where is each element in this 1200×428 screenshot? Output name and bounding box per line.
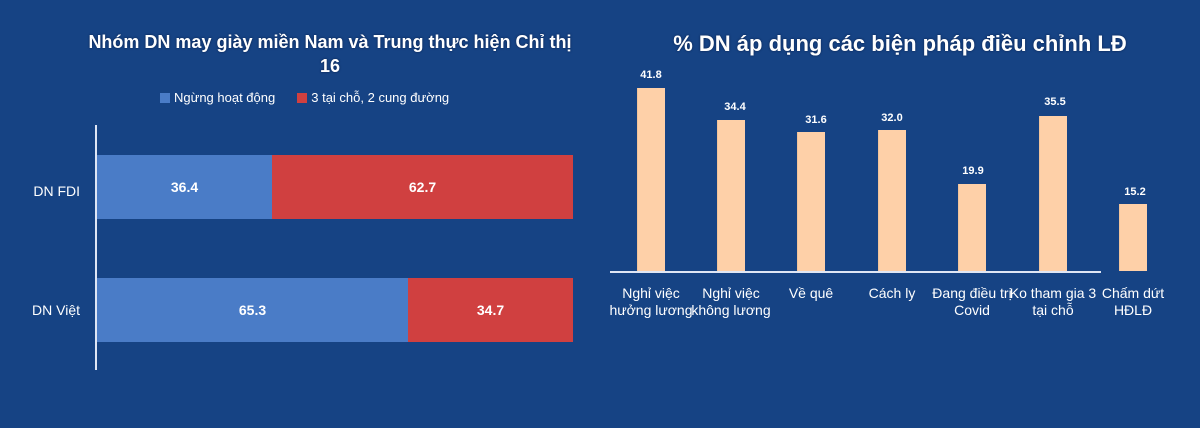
- legend-item-3-tai-cho: 3 tại chỗ, 2 cung đường: [297, 90, 449, 105]
- bar-ko-tham-gia-3-tai-cho: [1039, 116, 1067, 271]
- bar-value-label: 32.0: [881, 112, 903, 124]
- bar-cach-ly: [878, 130, 906, 271]
- bar-value-label: 35.5: [1044, 96, 1066, 108]
- bar-segment-ngung-hoat-dong: 36.4: [97, 155, 272, 219]
- right-chart-x-axis: [610, 271, 1101, 273]
- legend-swatch-blue: [160, 92, 170, 103]
- bar-row-dn-viet: 65.3 34.7: [97, 278, 573, 342]
- category-label: Đang điều trị Covid: [932, 285, 1012, 318]
- legend-label: Ngừng hoạt động: [174, 90, 276, 105]
- legend-item-ngung-hoat-dong: Ngừng hoạt động: [160, 90, 275, 105]
- bar-dang-dieu-tri-covid: [958, 184, 986, 271]
- bar-segment-3-tai-cho: 34.7: [408, 278, 573, 342]
- category-label: Nghỉ việc hưởng lương: [609, 285, 693, 318]
- bar-cham-dut-hdld: [1119, 204, 1147, 271]
- bar-segment-3-tai-cho: 62.7: [272, 155, 573, 219]
- bar-ve-que: [797, 132, 825, 271]
- left-chart-legend: Ngừng hoạt động 3 tại chỗ, 2 cung đường: [160, 90, 480, 105]
- category-label: Chấm dứt HĐLĐ: [1101, 285, 1165, 318]
- legend-swatch-red: [297, 92, 308, 103]
- category-label-dn-fdi: DN FDI: [33, 183, 80, 199]
- bar-value-label: 34.4: [724, 101, 746, 113]
- bar-nghi-viec-khong-luong: [717, 120, 745, 271]
- bar-nghi-viec-huong-luong: [637, 88, 665, 271]
- bar-value-label: 31.6: [805, 114, 827, 126]
- bar-value-label: 15.2: [1124, 186, 1146, 198]
- bar-segment-ngung-hoat-dong: 65.3: [97, 278, 408, 342]
- left-chart-y-axis: [95, 125, 97, 370]
- bar-row-dn-fdi: 36.4 62.7: [97, 155, 573, 219]
- bar-value-label: 19.9: [962, 165, 984, 177]
- category-label: Về quê: [788, 285, 834, 301]
- category-label: Ko tham gia 3 tại chỗ: [1009, 285, 1097, 318]
- category-label-dn-viet: DN Việt: [32, 302, 80, 318]
- legend-label: 3 tại chỗ, 2 cung đường: [311, 90, 450, 105]
- left-chart-title: Nhóm DN may giày miền Nam và Trung thực …: [88, 32, 572, 76]
- category-label: Cách ly: [868, 285, 916, 301]
- category-label: Nghỉ việc không lương: [691, 285, 771, 318]
- bar-value-label: 41.8: [640, 69, 662, 81]
- right-chart-title: % DN áp dụng các biện pháp điều chỉnh LĐ: [673, 31, 1127, 56]
